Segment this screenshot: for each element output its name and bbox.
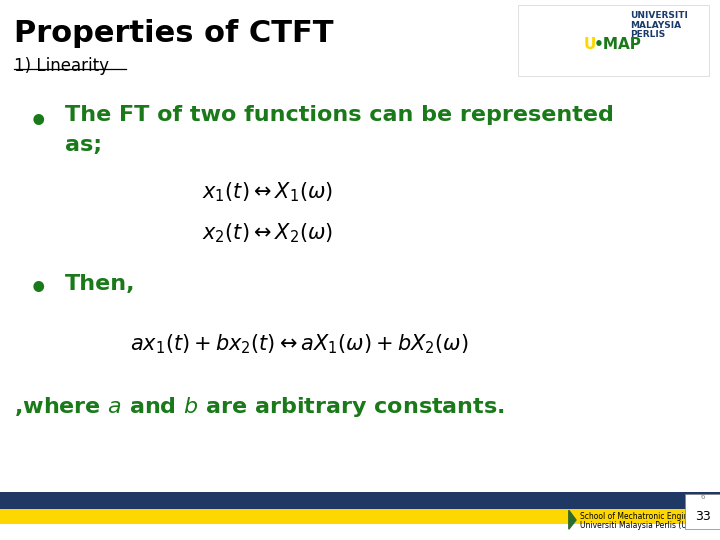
Text: $x_1(t) \leftrightarrow X_1(\omega)$: $x_1(t) \leftrightarrow X_1(\omega)$ [202, 181, 333, 205]
Bar [518, 5, 709, 76]
Text: 33: 33 [695, 510, 711, 523]
Text: U: U [583, 37, 595, 52]
Text: •: • [29, 108, 48, 137]
Text: $x_2(t) \leftrightarrow X_2(\omega)$: $x_2(t) \leftrightarrow X_2(\omega)$ [202, 221, 333, 245]
Text: Universiti Malaysia Perlis (UniMAP): Universiti Malaysia Perlis (UniMAP) [580, 521, 713, 530]
Text: Then,: Then, [65, 274, 135, 294]
Text: •: • [29, 275, 48, 305]
Polygon shape [569, 510, 576, 529]
Text: 1) Linearity: 1) Linearity [14, 57, 109, 75]
Text: UNIVERSITI: UNIVERSITI [630, 11, 688, 20]
Text: MALAYSIA: MALAYSIA [630, 21, 681, 30]
Text: $ax_1(t) + bx_2(t) \leftrightarrow aX_1(\omega) + bX_2(\omega)$: $ax_1(t) + bx_2(t) \leftrightarrow aX_1(… [130, 332, 468, 356]
Bar [685, 494, 720, 529]
Bar [0, 492, 720, 509]
Text: •MAP: •MAP [594, 37, 642, 52]
Text: ,where $a$ and $b$ are arbitrary constants.: ,where $a$ and $b$ are arbitrary constan… [14, 395, 505, 419]
Text: 6: 6 [701, 494, 705, 500]
Text: PERLIS: PERLIS [630, 30, 665, 39]
Bar [0, 509, 720, 524]
Text: Properties of CTFT: Properties of CTFT [14, 19, 334, 48]
Text: The FT of two functions can be represented
as;: The FT of two functions can be represent… [65, 105, 613, 155]
Text: School of Mechatronic Engineering: School of Mechatronic Engineering [580, 512, 713, 521]
